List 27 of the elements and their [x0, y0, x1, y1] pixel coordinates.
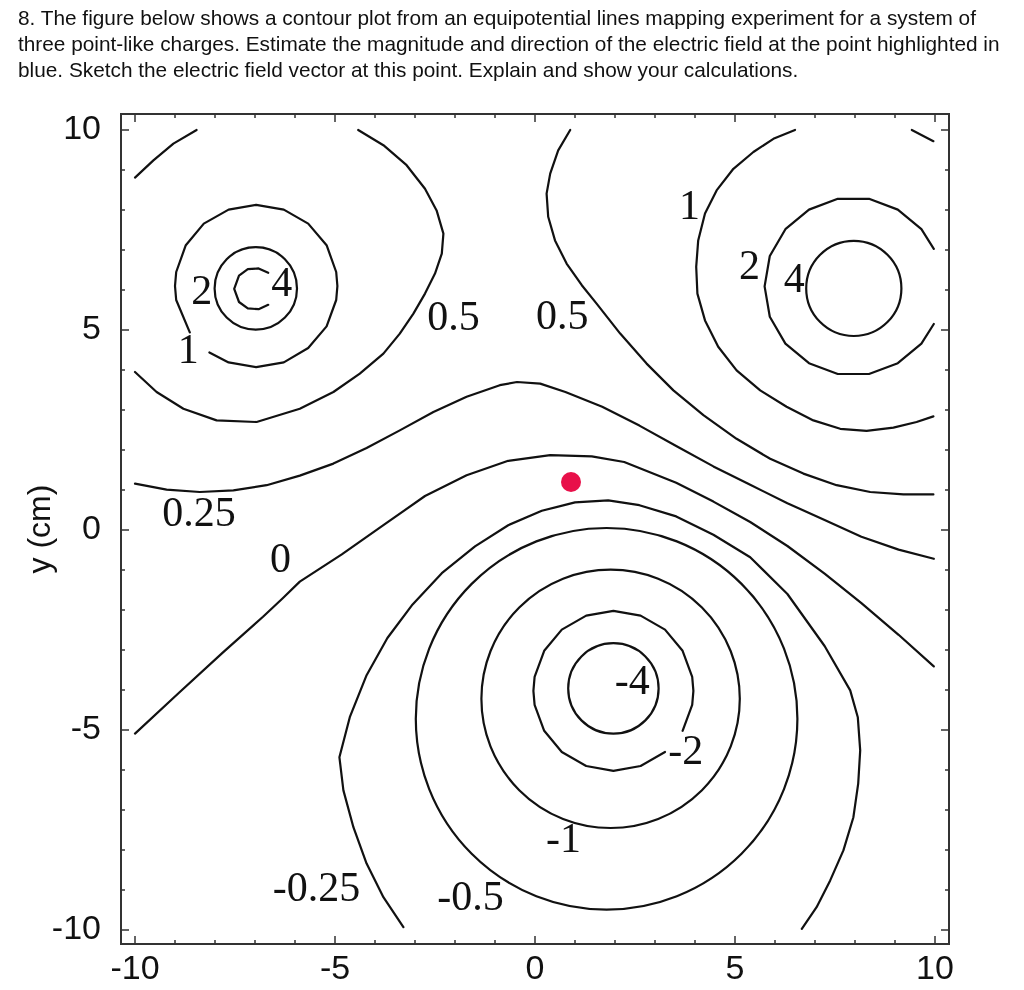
x-tick-label: 5	[725, 947, 745, 986]
y-tick-label: 10	[63, 108, 101, 147]
annotation: 4	[271, 259, 293, 306]
y-tick-label: -5	[70, 708, 101, 747]
annotation: -4	[614, 656, 650, 703]
x-tick-label: -5	[319, 947, 351, 986]
annotation: 0.5	[427, 293, 480, 340]
annotation: 0.5	[535, 291, 589, 338]
annotation: 2	[738, 242, 760, 289]
annotation: 1	[177, 326, 199, 373]
x-tick-label: 0	[525, 947, 545, 986]
y-tick-label: 0	[82, 508, 101, 547]
annotation: -0.25	[272, 864, 361, 911]
y-tick-label: 5	[82, 308, 101, 347]
x-tick-label: -10	[110, 947, 160, 986]
chart-title: 8. The figure below shows a contour plot from an equipotential lines mapping experiment for a system of three point-like charges. Estimate the magnitude and direction of the electric field at the point highlighted in blue. Sketch the electric field vector at this point. Explain and show your calculations.	[18, 5, 1001, 83]
annotation: 2	[191, 266, 213, 313]
annotation: 0.25	[162, 488, 236, 535]
annotation: 1	[678, 181, 700, 228]
annotation: 0	[270, 535, 292, 582]
x-tick-label: 10	[916, 947, 954, 986]
annotation: 4	[783, 254, 805, 301]
annotation: -0.5	[437, 872, 504, 919]
annotation: -2	[668, 726, 704, 773]
annotation: -1	[545, 815, 581, 862]
y-tick-label: -10	[51, 908, 101, 947]
y-axis-title: y (cm)	[21, 484, 58, 574]
